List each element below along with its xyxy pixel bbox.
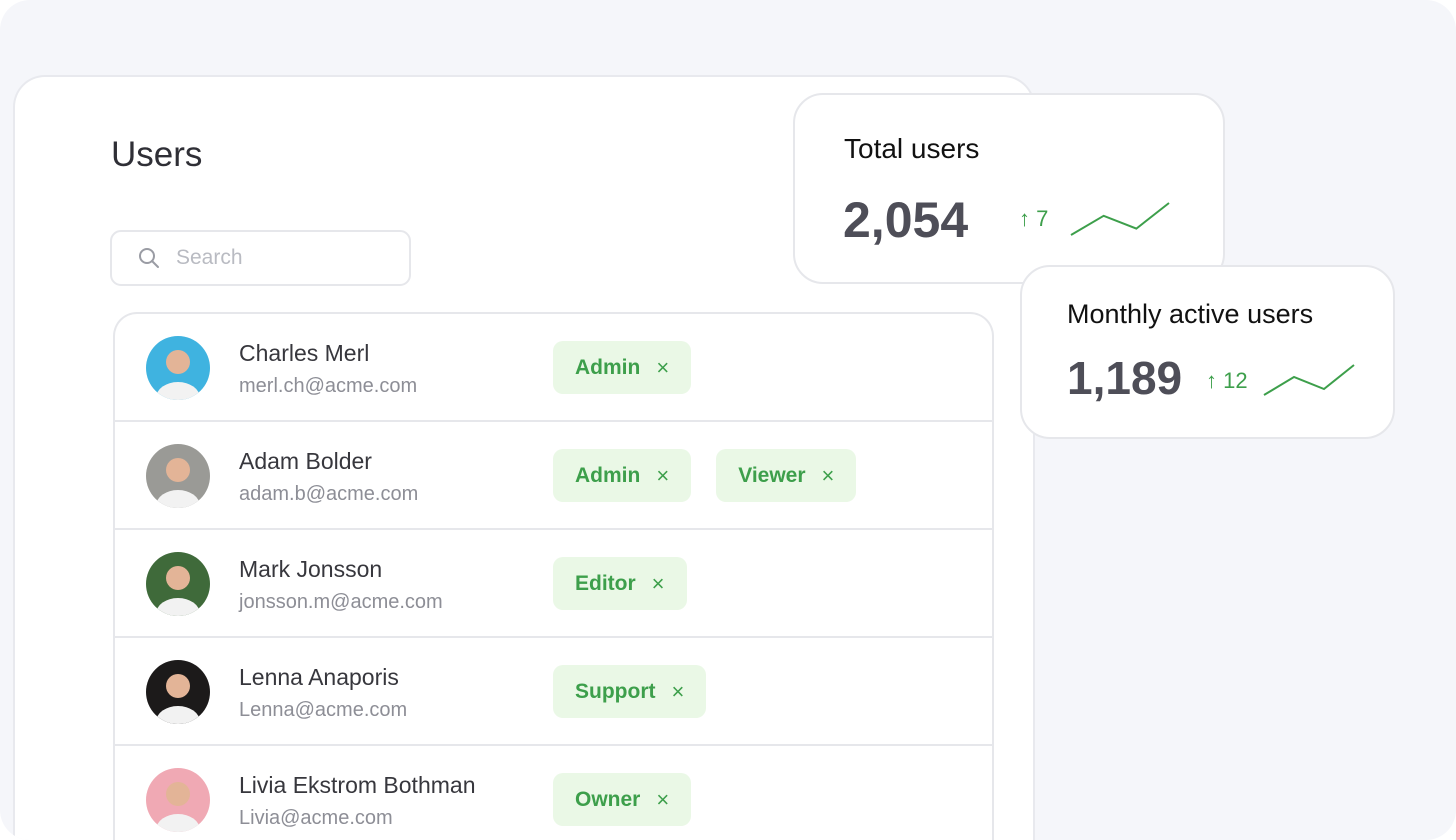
role-tag[interactable]: Editor ×	[553, 557, 687, 610]
user-email: adam.b@acme.com	[239, 483, 419, 505]
role-tags: Editor ×	[553, 557, 687, 610]
avatar	[146, 768, 210, 832]
stat-label: Total users	[844, 133, 980, 164]
user-name: Charles Merl	[239, 340, 370, 366]
remove-icon[interactable]: ×	[656, 462, 670, 488]
table-row[interactable]: Lenna Anaporis Lenna@acme.com Support ×	[115, 638, 992, 746]
role-label: Admin	[575, 355, 641, 379]
search-box[interactable]	[110, 230, 411, 286]
user-email: Lenna@acme.com	[239, 699, 408, 721]
stat-delta: ↑ 12	[1206, 368, 1248, 394]
page-title: Users	[111, 135, 203, 174]
role-tag[interactable]: Admin ×	[553, 341, 692, 394]
table-row[interactable]: Charles Merl merl.ch@acme.com Admin ×	[115, 314, 992, 422]
table-row[interactable]: Mark Jonsson jonsson.m@acme.com Editor ×	[115, 530, 992, 638]
total-users-card: Total users 2,054 ↑ 7	[793, 93, 1225, 284]
remove-icon[interactable]: ×	[656, 786, 670, 812]
stat-label: Monthly active users	[1067, 299, 1314, 329]
user-name: Livia Ekstrom Bothman	[239, 772, 476, 798]
role-tags: Admin ×	[553, 341, 692, 394]
users-table: Charles Merl merl.ch@acme.com Admin × Ada…	[113, 312, 994, 840]
user-email: jonsson.m@acme.com	[239, 591, 443, 613]
user-name: Mark Jonsson	[239, 556, 383, 582]
remove-icon[interactable]: ×	[651, 570, 665, 596]
role-tag[interactable]: Viewer ×	[716, 449, 857, 502]
remove-icon[interactable]: ×	[656, 354, 670, 380]
search-input[interactable]	[176, 246, 376, 270]
role-label: Editor	[575, 571, 636, 595]
arrow-up-icon: ↑	[1019, 206, 1030, 231]
remove-icon[interactable]: ×	[671, 678, 685, 704]
role-label: Admin	[575, 463, 641, 487]
avatar	[146, 336, 210, 400]
avatar	[146, 444, 210, 508]
stat-value: 2,054	[843, 192, 969, 248]
sparkline-line	[1263, 364, 1355, 396]
remove-icon[interactable]: ×	[821, 462, 835, 488]
delta-value: 12	[1223, 368, 1248, 393]
role-tag[interactable]: Support ×	[553, 665, 707, 718]
user-name: Lenna Anaporis	[239, 664, 399, 690]
avatar	[146, 552, 210, 616]
stat-delta: ↑ 7	[1019, 206, 1048, 232]
user-name: Adam Bolder	[239, 448, 372, 474]
avatar	[146, 660, 210, 724]
role-tags: Support ×	[553, 665, 707, 718]
table-row[interactable]: Adam Bolder adam.b@acme.com Admin × Viewer…	[115, 422, 992, 530]
role-tag[interactable]: Admin ×	[553, 449, 692, 502]
role-label: Owner	[575, 787, 641, 811]
table-row[interactable]: Livia Ekstrom Bothman Livia@acme.com Own…	[115, 746, 992, 838]
search-icon	[139, 248, 159, 268]
role-tags: Admin × Viewer ×	[553, 449, 857, 502]
delta-value: 7	[1036, 206, 1049, 231]
sparkline	[1263, 364, 1355, 396]
user-email: merl.ch@acme.com	[239, 375, 418, 397]
arrow-up-icon: ↑	[1206, 368, 1217, 393]
sparkline	[1070, 202, 1170, 236]
role-label: Viewer	[738, 463, 806, 487]
role-label: Support	[575, 679, 656, 703]
stat-value: 1,189	[1067, 352, 1183, 404]
role-tags: Owner ×	[553, 773, 692, 826]
user-email: Livia@acme.com	[239, 807, 393, 829]
role-tag[interactable]: Owner ×	[553, 773, 692, 826]
monthly-active-users-card: Monthly active users 1,189 ↑ 12	[1020, 265, 1395, 439]
sparkline-line	[1070, 202, 1170, 236]
